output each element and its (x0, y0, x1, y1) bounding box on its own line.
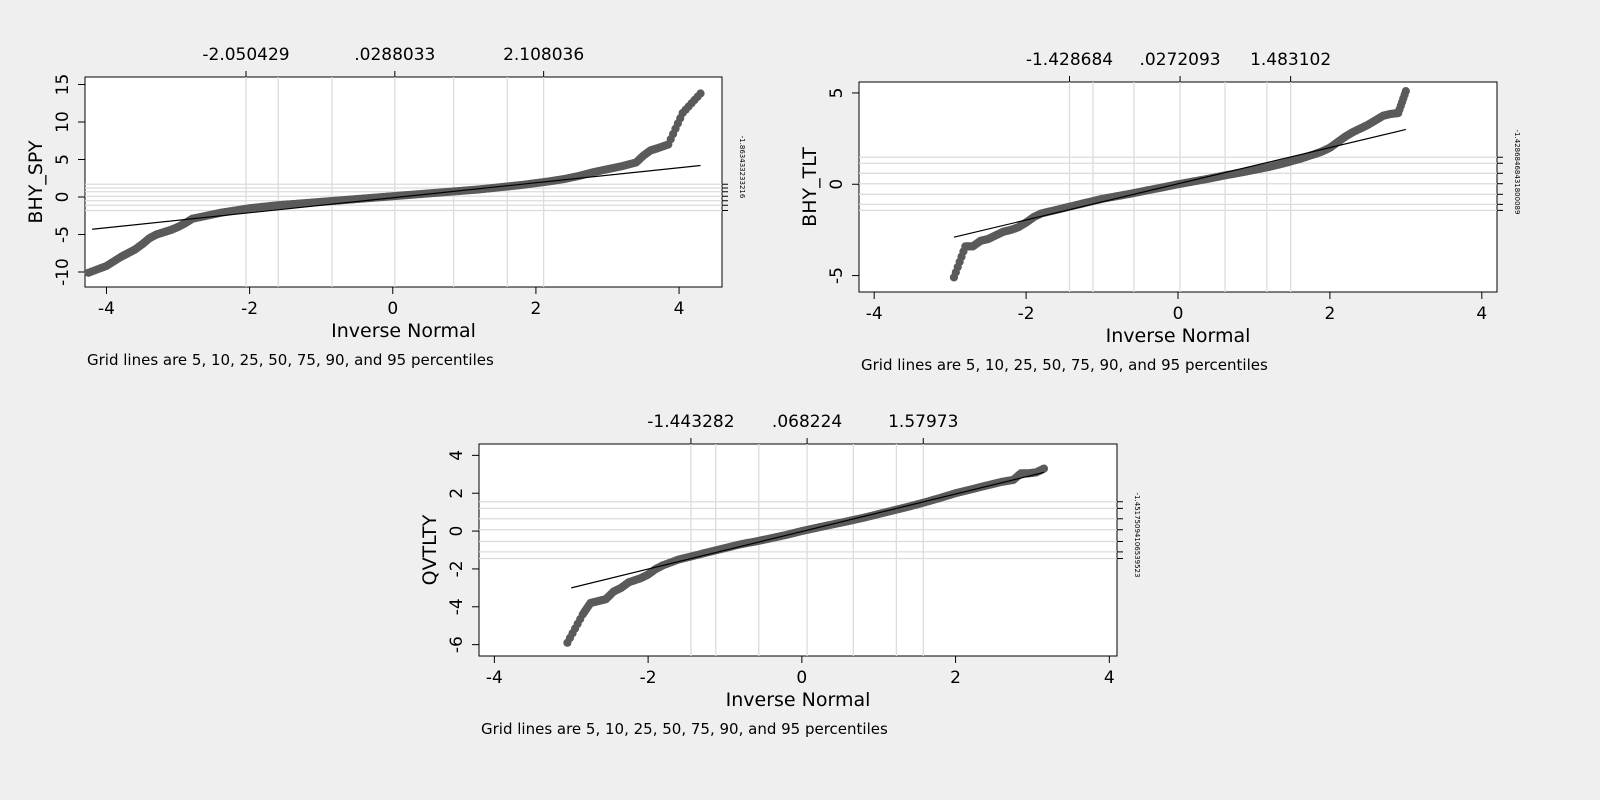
y-axis-tick-label: 5 (827, 88, 847, 99)
x-axis-tick-label: -4 (98, 299, 115, 319)
right-axis-label: -1.45175094106539523 (1133, 493, 1141, 578)
y-axis-tick-label: 0 (827, 179, 847, 190)
data-point (1401, 87, 1410, 96)
y-axis-tick-label: 10 (53, 111, 73, 133)
x-axis-tick-label: 4 (1104, 668, 1115, 688)
reference-line (92, 164, 701, 230)
x-axis-tick-label: -4 (486, 668, 503, 688)
qnorm-panel-3: -1.443282 .068224 1.57973 -4 -2 0 2 4 -6 -4 -2 0 2 4 I… (419, 412, 1141, 738)
top-axis-tick-label: .068224 (772, 412, 842, 432)
x-axis-tick-label: 0 (387, 299, 398, 319)
x-axis-title: Inverse Normal (726, 689, 871, 711)
grid-caption: Grid lines are 5, 10, 25, 50, 75, 90, an… (861, 356, 1268, 374)
data-point (696, 89, 705, 98)
grid-caption: Grid lines are 5, 10, 25, 50, 75, 90, an… (481, 720, 888, 738)
x-axis-tick-label: 2 (950, 668, 961, 688)
reference-line (953, 128, 1406, 238)
top-axis-tick-label: -2.050429 (202, 45, 289, 65)
y-axis-tick-label: 0 (447, 526, 467, 537)
top-axis-tick-label: .0288033 (354, 45, 435, 65)
top-axis-tick-label: -1.428684 (1026, 50, 1113, 70)
y-axis-title: BHY_TLT (799, 147, 821, 227)
right-axis-label: -1.42868468431800089 (1513, 130, 1521, 215)
qnorm-panel-2: -1.428684 .0272093 1.483102 -4 -2 0 2 4 -5 0 5 Inve… (799, 50, 1521, 374)
y-axis-tick-label: -4 (447, 598, 467, 615)
y-axis-tick-label: -6 (447, 636, 467, 653)
x-axis-tick-label: 0 (1173, 304, 1184, 324)
y-axis-tick-label: -2 (447, 560, 467, 577)
grid-caption: Grid lines are 5, 10, 25, 50, 75, 90, an… (87, 351, 494, 369)
y-axis-tick-label: -5 (827, 267, 847, 284)
y-axis-tick-label: 2 (447, 488, 467, 499)
x-axis-tick-label: 0 (796, 668, 807, 688)
y-axis-tick-label: 0 (53, 192, 73, 203)
y-axis-title: QVTLTY (419, 514, 441, 585)
top-axis-tick-label: 1.57973 (888, 412, 958, 432)
x-axis-tick-label: 4 (674, 299, 685, 319)
top-axis-tick-label: -1.443282 (647, 412, 734, 432)
x-axis-title: Inverse Normal (1106, 325, 1251, 347)
top-axis-tick-label: 1.483102 (1250, 50, 1331, 70)
right-axis-label: -1.863433233216 (738, 136, 746, 199)
x-axis-tick-label: 4 (1476, 304, 1487, 324)
reference-line (571, 471, 1045, 589)
x-axis-title: Inverse Normal (331, 320, 476, 342)
y-axis-tick-label: 15 (53, 74, 73, 96)
x-axis-tick-label: -2 (1018, 304, 1035, 324)
y-axis-tick-label: -5 (53, 226, 73, 243)
top-axis-tick-label: .0272093 (1140, 50, 1221, 70)
data-point (1039, 464, 1049, 473)
y-axis-tick-label: 5 (53, 154, 73, 165)
y-axis-tick-label: 4 (447, 450, 467, 461)
x-axis-tick-label: 2 (1324, 304, 1335, 324)
y-axis-title: BHY_SPY (25, 140, 47, 224)
y-axis-tick-label: -10 (53, 258, 73, 286)
x-axis-tick-label: -2 (241, 299, 258, 319)
qnorm-panel-1: -2.050429 .0288033 2.108036 -4 -2 0 2 4 -10 -5 0 5 1… (25, 45, 746, 369)
top-axis-tick-label: 2.108036 (503, 45, 584, 65)
x-axis-tick-label: -4 (866, 304, 883, 324)
x-axis-tick-label: 2 (530, 299, 541, 319)
x-axis-tick-label: -2 (640, 668, 657, 688)
plot-area (84, 76, 723, 288)
